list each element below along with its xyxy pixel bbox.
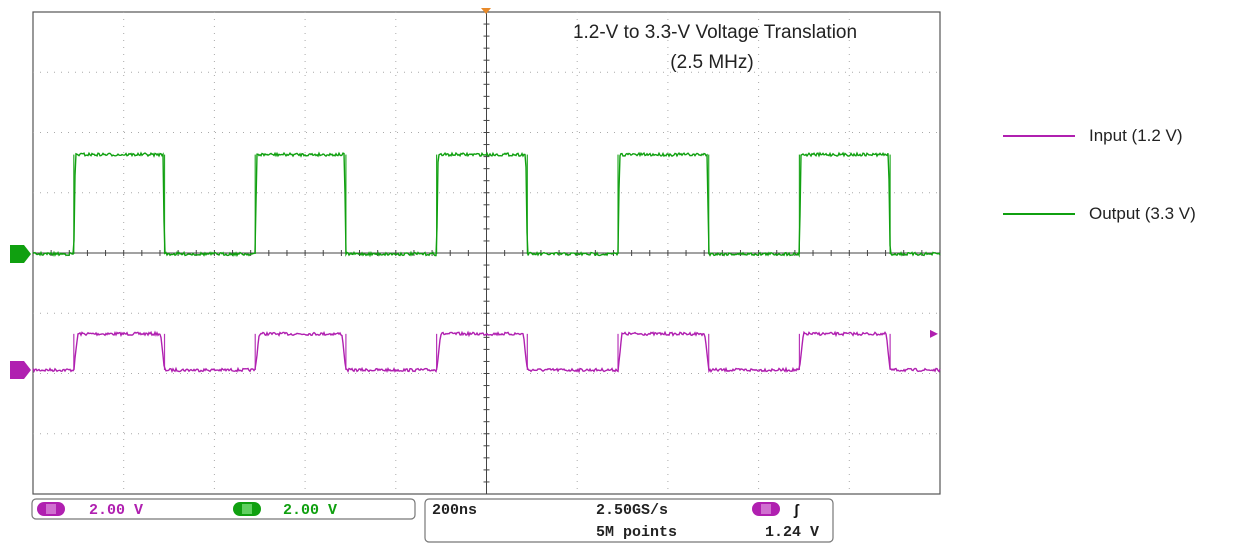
legend-item-input: Input (1.2 V) [1003,123,1183,149]
channel-ground-marker [10,245,31,263]
channel-ground-marker [10,361,31,379]
record-length: 5M points [596,524,677,541]
series-0-trace [32,330,941,374]
trace-layer [32,151,941,374]
legend-label-output: Output (3.3 V) [1089,204,1196,223]
acquisition-readout-box: 200ns 2.50GS/s 5M points ʃ 1.24 V [424,498,834,543]
legend-item-output: Output (3.3 V) [1003,201,1196,227]
series-1-trace [32,151,941,258]
sample-rate: 2.50GS/s [596,502,668,519]
chart-title: 1.2-V to 3.3-V Voltage Translation [573,22,857,43]
legend-label-input: Input (1.2 V) [1089,126,1183,145]
channel-markers [10,8,938,379]
trigger-level-marker [930,329,938,338]
legend-swatch-input [1003,135,1075,137]
ch1-scale: 2.00 V [89,502,143,519]
legend-swatch-output [1003,213,1075,215]
trigger-position-marker [481,8,491,14]
trigger-level: 1.24 V [765,524,819,541]
ch2-scale: 2.00 V [283,502,337,519]
chart-subtitle: (2.5 MHz) [670,52,753,73]
trigger-slope-icon: ʃ [792,503,801,520]
channel-readout-box: 2.00 V 2.00 V [31,498,416,520]
timebase: 200ns [432,502,477,519]
